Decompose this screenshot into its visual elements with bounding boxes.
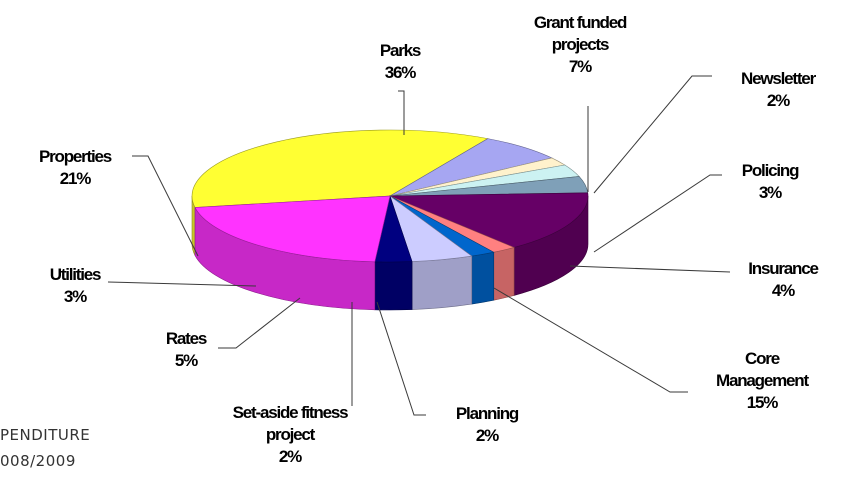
slice-label-rates: Rates 5% bbox=[136, 328, 236, 372]
leader-line-0 bbox=[398, 90, 405, 135]
slice-name-line: Rates bbox=[165, 329, 208, 348]
slice-name-line: Properties bbox=[38, 147, 112, 166]
slice-name-line: Set-aside fitness bbox=[232, 403, 349, 422]
pie-side-7 bbox=[471, 251, 495, 305]
leader-line-5 bbox=[493, 287, 688, 393]
pie-tops bbox=[191, 129, 589, 263]
slice-percent: 7% bbox=[568, 57, 592, 76]
pie-slice-0 bbox=[191, 129, 489, 208]
slice-label-planning: Planning 2% bbox=[424, 403, 550, 447]
slice-name-line: Grant funded bbox=[533, 13, 628, 32]
slice-label-grant-funded-projects: Grant funded projects 7% bbox=[500, 12, 660, 78]
slice-percent: 21% bbox=[59, 169, 92, 188]
slice-name-line: Parks bbox=[379, 41, 422, 60]
slice-percent: 15% bbox=[746, 393, 779, 412]
leader-line-2 bbox=[593, 75, 712, 194]
slice-percent: 36% bbox=[384, 63, 417, 82]
slice-percent: 2% bbox=[475, 426, 499, 445]
corner-caption: PENDITURE 008/2009 bbox=[0, 422, 90, 474]
pie-slice-10 bbox=[194, 195, 391, 263]
slice-name-line: Management bbox=[716, 371, 809, 390]
slice-percent: 3% bbox=[63, 287, 87, 306]
slice-percent: 4% bbox=[771, 281, 795, 300]
slice-name-line: Newsletter bbox=[741, 69, 816, 88]
leader-line-10 bbox=[132, 155, 199, 257]
slice-label-parks: Parks 36% bbox=[360, 40, 440, 84]
slice-label-properties: Properties 21% bbox=[0, 146, 150, 190]
slice-label-policing: Policing 3% bbox=[710, 160, 830, 204]
leader-line-8 bbox=[218, 297, 301, 349]
slice-label-set-aside-fitness-project: Set-aside fitness project 2% bbox=[190, 402, 390, 468]
slice-percent: 2% bbox=[766, 91, 790, 110]
slice-name-line: projects bbox=[551, 35, 610, 54]
pie-side-8 bbox=[411, 255, 473, 310]
slice-name-line: Planning bbox=[455, 404, 519, 423]
slice-name-line: Insurance bbox=[748, 259, 819, 278]
leader-line-6 bbox=[376, 301, 426, 416]
slice-label-insurance: Insurance 4% bbox=[718, 258, 848, 302]
slice-name-line: project bbox=[265, 425, 315, 444]
pie-side-6 bbox=[493, 247, 515, 301]
slice-percent: 2% bbox=[278, 447, 302, 466]
slice-name-line: Core bbox=[745, 349, 780, 368]
slice-label-core-management: Core Management 15% bbox=[684, 348, 840, 414]
slice-name-line: Utilities bbox=[49, 265, 102, 284]
leader-lines bbox=[107, 75, 731, 416]
pie-sides bbox=[191, 195, 589, 311]
leader-line-4 bbox=[569, 265, 731, 273]
slice-label-utilities: Utilities 3% bbox=[30, 264, 120, 308]
slice-name-line: Policing bbox=[741, 161, 800, 180]
leader-line-3 bbox=[593, 174, 722, 253]
slice-label-newsletter: Newsletter 2% bbox=[708, 68, 848, 112]
pie-slice-5 bbox=[389, 192, 589, 248]
slice-percent: 5% bbox=[174, 351, 198, 370]
corner-caption-line-1: PENDITURE bbox=[0, 426, 91, 444]
slice-percent: 3% bbox=[758, 183, 782, 202]
corner-caption-line-2: 008/2009 bbox=[0, 452, 76, 470]
pie-side-9 bbox=[374, 261, 413, 311]
leader-line-9 bbox=[107, 281, 257, 287]
